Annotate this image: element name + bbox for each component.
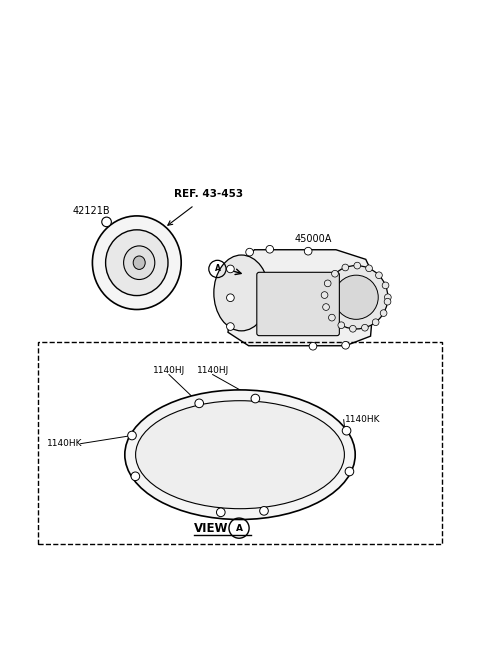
Text: 1140HJ: 1140HJ — [196, 365, 229, 375]
Ellipse shape — [214, 255, 269, 331]
Circle shape — [309, 343, 317, 350]
Circle shape — [384, 298, 391, 305]
Circle shape — [342, 341, 349, 349]
Circle shape — [382, 282, 389, 289]
Text: 45000A: 45000A — [294, 234, 332, 244]
Text: 1140HJ: 1140HJ — [153, 365, 185, 375]
Text: 1140HK: 1140HK — [345, 415, 380, 424]
Text: VIEW: VIEW — [194, 521, 228, 534]
Circle shape — [260, 506, 268, 515]
Text: 1140HK: 1140HK — [47, 439, 83, 448]
Circle shape — [332, 271, 338, 277]
Ellipse shape — [133, 256, 145, 269]
Circle shape — [102, 217, 111, 227]
Circle shape — [384, 294, 391, 301]
Circle shape — [375, 272, 382, 278]
Circle shape — [342, 264, 348, 271]
Circle shape — [321, 291, 328, 299]
Circle shape — [195, 399, 204, 407]
FancyBboxPatch shape — [257, 272, 339, 335]
Circle shape — [227, 323, 234, 330]
Circle shape — [227, 294, 234, 301]
Circle shape — [216, 508, 225, 517]
Text: A: A — [236, 523, 242, 533]
Ellipse shape — [135, 401, 344, 509]
Circle shape — [251, 394, 260, 403]
Text: REF. 43-453: REF. 43-453 — [174, 189, 243, 199]
Circle shape — [266, 246, 274, 253]
Circle shape — [342, 426, 351, 435]
Circle shape — [349, 326, 356, 332]
Ellipse shape — [92, 216, 181, 310]
Ellipse shape — [124, 246, 155, 280]
Circle shape — [324, 280, 331, 287]
Circle shape — [304, 248, 312, 255]
Text: 42121B: 42121B — [72, 206, 110, 215]
Circle shape — [380, 310, 387, 316]
Circle shape — [334, 275, 378, 320]
Circle shape — [338, 322, 345, 329]
Circle shape — [324, 265, 388, 329]
Circle shape — [128, 431, 136, 440]
Circle shape — [227, 265, 234, 272]
Circle shape — [361, 324, 368, 331]
Circle shape — [323, 304, 329, 310]
Circle shape — [366, 265, 372, 272]
Circle shape — [246, 248, 253, 256]
Circle shape — [372, 319, 379, 326]
Circle shape — [328, 314, 335, 321]
Circle shape — [354, 262, 360, 269]
Circle shape — [345, 467, 354, 476]
Circle shape — [131, 472, 140, 481]
Polygon shape — [228, 250, 375, 346]
Text: A: A — [215, 265, 220, 273]
Ellipse shape — [106, 230, 168, 295]
Ellipse shape — [125, 390, 355, 519]
